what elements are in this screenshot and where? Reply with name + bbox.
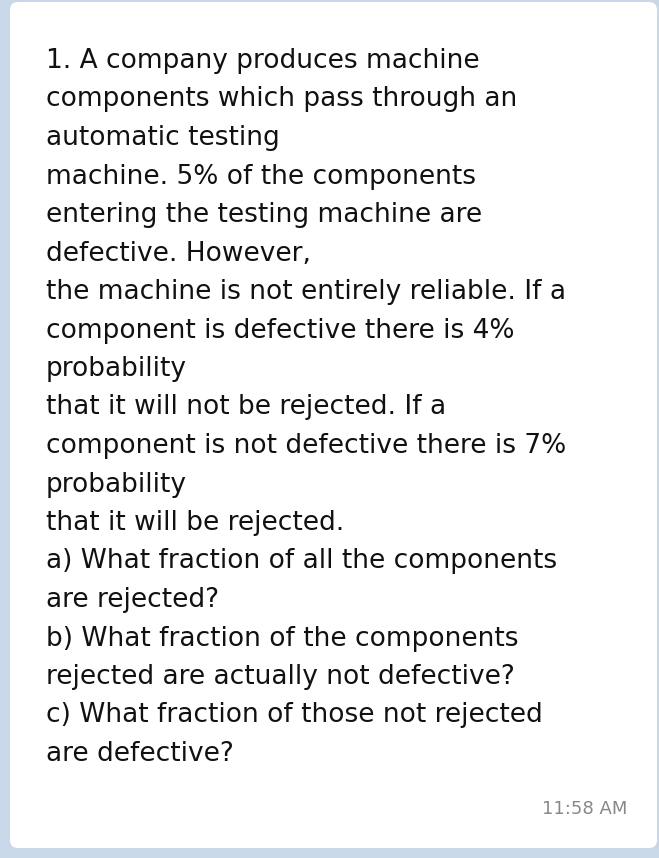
Text: c) What fraction of those not rejected: c) What fraction of those not rejected — [46, 703, 543, 728]
Text: 1. A company produces machine: 1. A company produces machine — [46, 48, 480, 74]
Text: defective. However,: defective. However, — [46, 240, 311, 267]
Text: machine. 5% of the components: machine. 5% of the components — [46, 164, 476, 190]
Text: 11:58 AM: 11:58 AM — [542, 800, 627, 818]
Text: that it will be rejected.: that it will be rejected. — [46, 510, 344, 536]
Text: are rejected?: are rejected? — [46, 587, 219, 613]
Text: a) What fraction of all the components: a) What fraction of all the components — [46, 548, 557, 575]
Text: that it will not be rejected. If a: that it will not be rejected. If a — [46, 395, 446, 420]
Text: component is defective there is 4%: component is defective there is 4% — [46, 317, 515, 343]
Text: rejected are actually not defective?: rejected are actually not defective? — [46, 664, 515, 690]
Text: probability: probability — [46, 472, 187, 498]
Text: b) What fraction of the components: b) What fraction of the components — [46, 625, 519, 651]
Text: automatic testing: automatic testing — [46, 125, 280, 151]
FancyBboxPatch shape — [10, 2, 657, 848]
Text: component is not defective there is 7%: component is not defective there is 7% — [46, 433, 566, 459]
Text: are defective?: are defective? — [46, 741, 234, 767]
Text: the machine is not entirely reliable. If a: the machine is not entirely reliable. If… — [46, 279, 566, 305]
Text: components which pass through an: components which pass through an — [46, 87, 517, 112]
Text: entering the testing machine are: entering the testing machine are — [46, 202, 482, 228]
Text: probability: probability — [46, 356, 187, 382]
